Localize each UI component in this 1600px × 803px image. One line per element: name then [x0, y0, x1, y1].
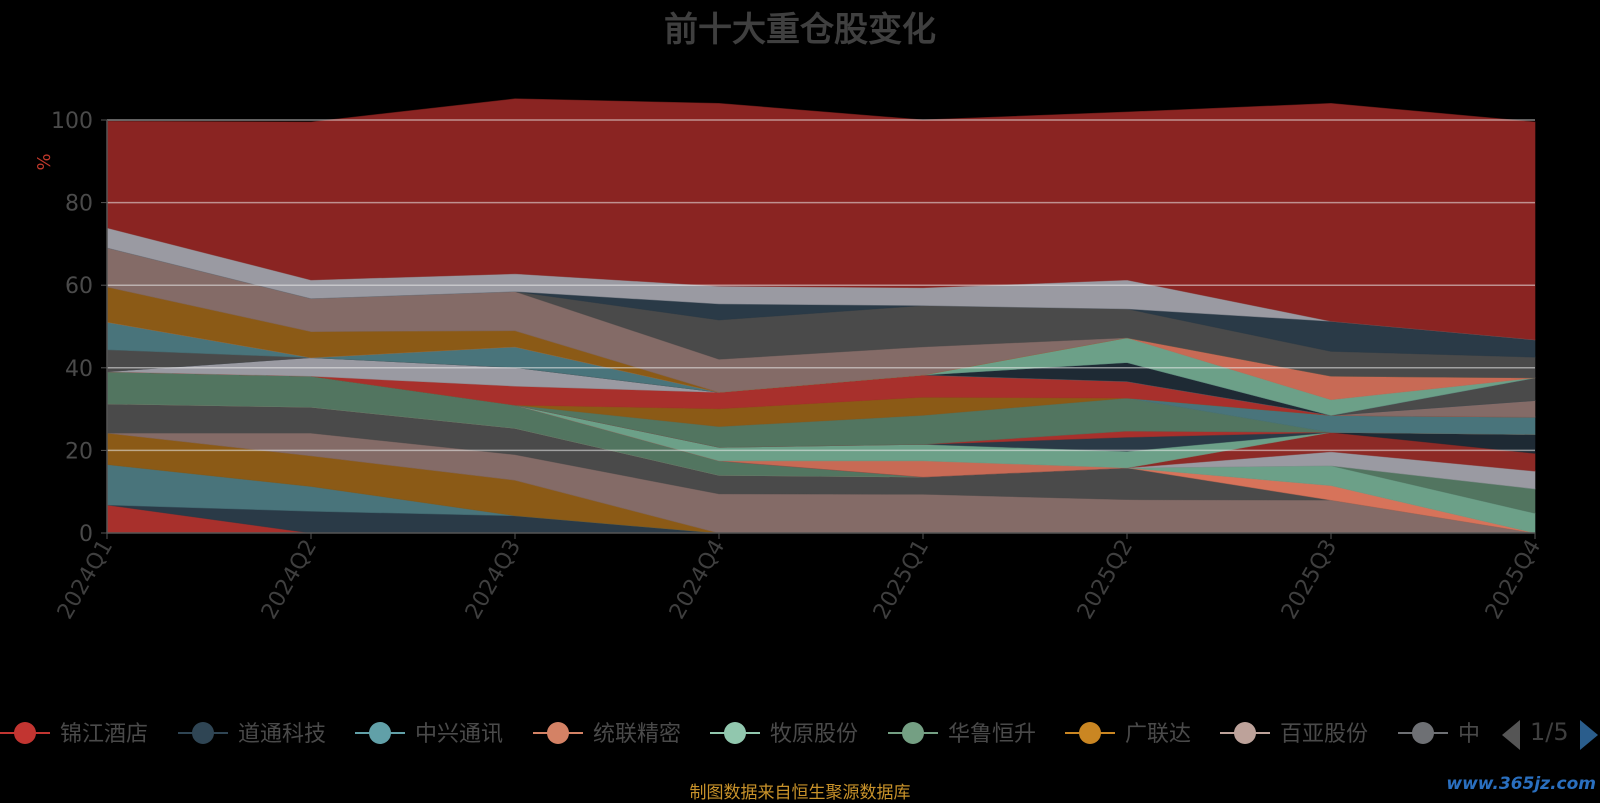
legend-label: 百亚股份: [1280, 722, 1369, 747]
y-axis-unit: %: [34, 153, 55, 170]
y-tick-label: 100: [51, 109, 93, 134]
x-tick-label: 2024Q1: [53, 536, 118, 624]
legend-circle-icon: [1412, 722, 1434, 744]
area-layer-32: [106, 98, 1536, 341]
legend-label: 中兴通讯: [415, 722, 504, 747]
x-tick-label: 2025Q2: [1073, 536, 1138, 624]
x-tick-label: 2025Q1: [869, 536, 934, 624]
data-source-note: 制图数据来自恒生聚源数据库: [689, 783, 911, 803]
legend-circle-icon: [1079, 722, 1101, 744]
legend-label: 锦江酒店: [60, 722, 149, 747]
legend-label: 华鲁恒升: [948, 722, 1037, 747]
legend-circle-icon: [724, 722, 746, 744]
legend-label: 牧原股份: [770, 722, 859, 747]
x-tick-label: 2024Q4: [665, 536, 730, 624]
y-tick-labels: 0 20 40 60 80 100: [51, 109, 93, 547]
legend-label: 广联达: [1125, 722, 1192, 747]
y-tick-label: 0: [79, 522, 93, 547]
legend-pager: 1/5: [1500, 716, 1600, 752]
chart-title: 前十大重仓股变化: [664, 10, 936, 50]
legend-circle-icon: [192, 722, 214, 744]
x-tick-label: 2025Q3: [1277, 536, 1342, 624]
y-tick-label: 80: [65, 192, 93, 217]
legend-label: 道通科技: [238, 722, 327, 747]
legend-circle-icon: [902, 722, 924, 744]
x-tick-labels: 2024Q1 2024Q2 2024Q3 2024Q4 2025Q1 2025Q2 2025…: [53, 533, 1546, 624]
y-tick-label: 40: [65, 357, 93, 382]
legend-prev-page-button[interactable]: [1502, 720, 1520, 750]
y-tick-label: 20: [65, 439, 93, 464]
axes: [106, 120, 1535, 534]
x-tick-label: 2024Q2: [257, 536, 322, 624]
legend-circle-icon: [1234, 722, 1256, 744]
watermark-logo: www.365jz.com: [1446, 774, 1596, 794]
legend-circle-icon: [547, 722, 569, 744]
legend-next-page-button[interactable]: [1580, 720, 1598, 750]
y-tick-label: 60: [65, 274, 93, 299]
x-tick-label: 2024Q3: [461, 536, 526, 624]
legend-label: 统联精密: [593, 722, 682, 747]
legend-page-indicator: 1/5: [1530, 718, 1569, 746]
area-layers: [106, 98, 1536, 534]
legend-label: 中: [1458, 722, 1480, 747]
legend: 锦江酒店 道通科技 中兴通讯 统联精密 牧原股份 华鲁恒升 广联达 百亚股份 中: [0, 712, 1480, 752]
legend-circle-icon: [369, 722, 391, 744]
gridlines: [101, 119, 1535, 534]
x-tick-label: 2025Q4: [1481, 536, 1546, 624]
legend-circle-icon: [14, 722, 36, 744]
